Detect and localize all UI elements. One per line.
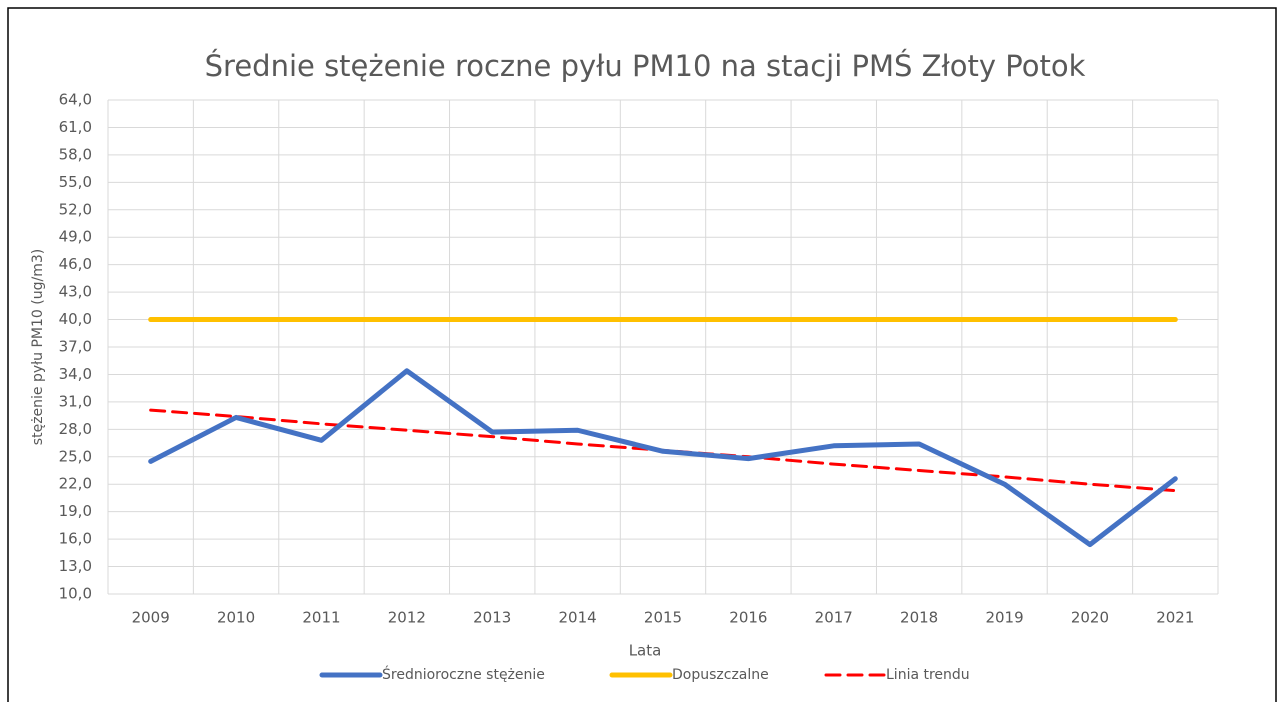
y-tick-label: 19,0 bbox=[59, 502, 92, 520]
y-tick-label: 31,0 bbox=[59, 392, 92, 410]
x-tick-label: 2017 bbox=[815, 609, 853, 627]
x-tick-label: 2012 bbox=[388, 609, 426, 627]
y-tick-label: 13,0 bbox=[59, 557, 92, 575]
y-tick-label: 22,0 bbox=[59, 475, 92, 493]
x-tick-label: 2020 bbox=[1071, 609, 1109, 627]
y-tick-label: 58,0 bbox=[59, 145, 92, 163]
y-tick-label: 28,0 bbox=[59, 420, 92, 438]
x-tick-label: 2021 bbox=[1156, 609, 1194, 627]
chart-border bbox=[7, 7, 1277, 702]
x-axis-title: Lata bbox=[629, 642, 662, 660]
legend-label: Średnioroczne stężenie bbox=[382, 665, 545, 683]
y-tick-label: 64,0 bbox=[59, 91, 92, 109]
y-tick-label: 49,0 bbox=[59, 228, 92, 246]
x-tick-label: 2009 bbox=[132, 609, 170, 627]
y-axis-title: stężenie pyłu PM10 (ug/m3) bbox=[30, 249, 46, 445]
y-tick-label: 34,0 bbox=[59, 365, 92, 383]
y-tick-label: 61,0 bbox=[59, 118, 92, 136]
legend-label: Linia trendu bbox=[886, 667, 970, 683]
y-tick-label: 43,0 bbox=[59, 283, 92, 301]
series-line bbox=[148, 368, 1178, 548]
x-tick-label: 2013 bbox=[473, 609, 511, 627]
x-tick-label: 2018 bbox=[900, 609, 938, 627]
x-tick-label: 2011 bbox=[302, 609, 340, 627]
y-tick-label: 25,0 bbox=[59, 447, 92, 465]
y-tick-label: 16,0 bbox=[59, 530, 92, 548]
x-tick-label: 2014 bbox=[559, 609, 597, 627]
legend-label: Dopuszczalne bbox=[672, 667, 769, 683]
x-tick-label: 2015 bbox=[644, 609, 682, 627]
y-tick-label: 46,0 bbox=[59, 255, 92, 273]
x-tick-label: 2019 bbox=[985, 609, 1023, 627]
x-tick-label: 2010 bbox=[217, 609, 255, 627]
y-tick-label: 52,0 bbox=[59, 200, 92, 218]
y-tick-label: 37,0 bbox=[59, 338, 92, 356]
chart-title: Średnie stężenie roczne pyłu PM10 na sta… bbox=[205, 49, 1086, 83]
y-tick-label: 10,0 bbox=[59, 585, 92, 603]
x-tick-label: 2016 bbox=[729, 609, 767, 627]
y-tick-label: 55,0 bbox=[59, 173, 92, 191]
y-tick-label: 40,0 bbox=[59, 310, 92, 328]
